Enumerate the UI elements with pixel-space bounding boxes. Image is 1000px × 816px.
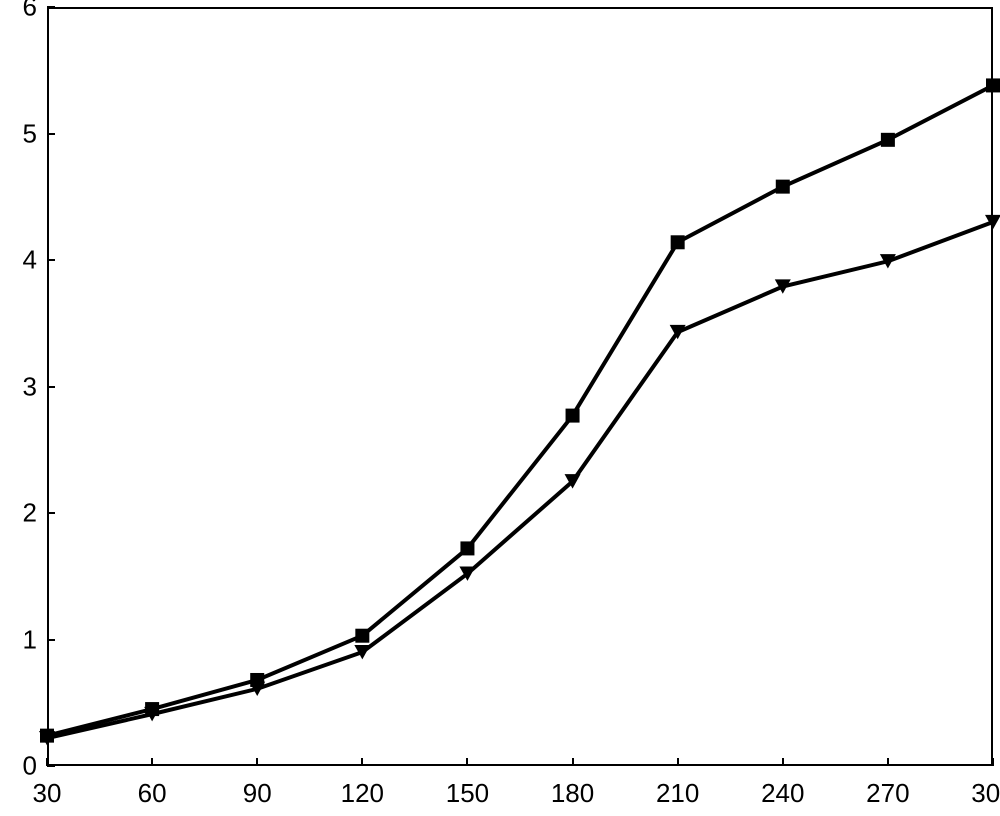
series-square-marker xyxy=(671,235,685,249)
series-square-marker xyxy=(566,409,580,423)
y-tick-label: 5 xyxy=(23,118,37,149)
y-tick-label: 4 xyxy=(23,245,37,276)
x-tick-label: 210 xyxy=(656,778,699,809)
y-tick-label: 6 xyxy=(23,0,37,23)
series-square-marker xyxy=(355,629,369,643)
y-tick-label: 1 xyxy=(23,624,37,655)
y-tick-mark xyxy=(47,133,55,135)
x-tick-mark xyxy=(46,758,48,766)
x-tick-mark xyxy=(887,758,889,766)
x-tick-label: 300 xyxy=(971,778,1000,809)
x-tick-label: 30 xyxy=(33,778,62,809)
x-tick-mark xyxy=(782,758,784,766)
series-square-marker xyxy=(986,78,1000,92)
y-tick-label: 2 xyxy=(23,498,37,529)
y-tick-mark xyxy=(47,386,55,388)
y-tick-mark xyxy=(47,639,55,641)
x-tick-mark xyxy=(466,758,468,766)
x-tick-mark xyxy=(151,758,153,766)
x-tick-mark xyxy=(677,758,679,766)
y-tick-mark xyxy=(47,765,55,767)
y-tick-mark xyxy=(47,6,55,8)
x-tick-mark xyxy=(256,758,258,766)
x-tick-label: 270 xyxy=(866,778,909,809)
y-tick-label: 3 xyxy=(23,371,37,402)
chart-svg xyxy=(0,0,1000,816)
series-triangle-down-marker xyxy=(985,215,1000,229)
x-tick-label: 90 xyxy=(243,778,272,809)
x-tick-mark xyxy=(572,758,574,766)
series-square xyxy=(40,78,1000,742)
x-tick-label: 60 xyxy=(138,778,167,809)
series-square-marker xyxy=(460,541,474,555)
x-tick-label: 150 xyxy=(446,778,489,809)
series-square-line xyxy=(47,85,993,735)
x-tick-mark xyxy=(992,758,994,766)
series-square-marker xyxy=(776,180,790,194)
chart-canvas: 0 1 2 3 4 5 6 30 60 90 120 150 180 210 240 270 300 xyxy=(0,0,1000,816)
x-tick-mark xyxy=(361,758,363,766)
y-tick-mark xyxy=(47,512,55,514)
y-tick-mark xyxy=(47,259,55,261)
x-tick-label: 120 xyxy=(341,778,384,809)
y-tick-label: 0 xyxy=(23,751,37,782)
x-tick-label: 240 xyxy=(761,778,804,809)
series-square-marker xyxy=(881,133,895,147)
x-tick-label: 180 xyxy=(551,778,594,809)
